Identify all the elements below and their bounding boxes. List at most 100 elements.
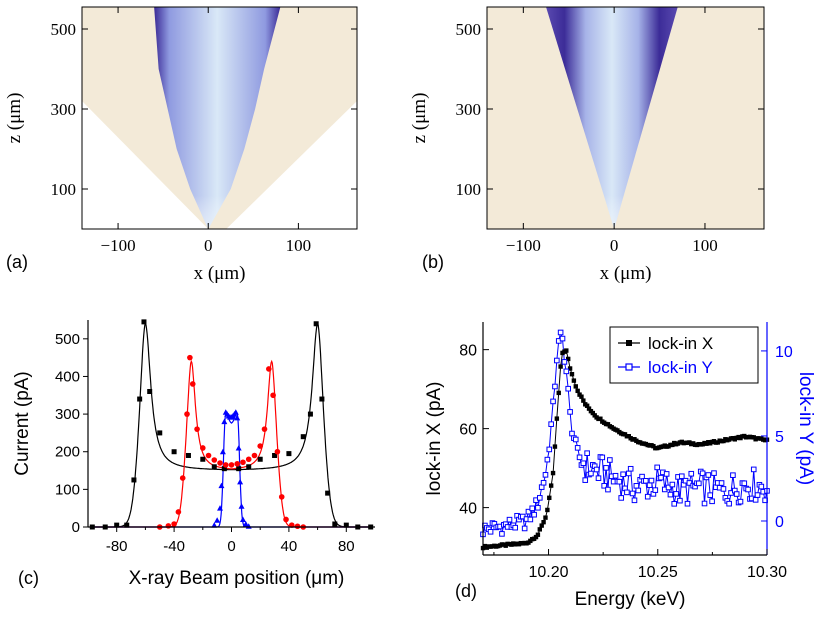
panel-d-point-lock-in-y xyxy=(750,466,757,473)
panel-c-point-narrow xyxy=(214,517,221,523)
panel-d-point-lock-in-x xyxy=(556,390,561,396)
panel-c-point-narrow xyxy=(239,516,246,522)
panel-c-point-medium xyxy=(251,452,258,459)
panel-a-xtick-label: −100 xyxy=(101,236,136,255)
panel-b-cone-fade xyxy=(546,7,678,229)
panel-d-point-lock-in-y xyxy=(537,495,543,501)
panel-a-xtick-label: 0 xyxy=(204,236,213,255)
panel-d-point-lock-in-y xyxy=(499,531,505,537)
panel-b-ytick-label: 100 xyxy=(456,180,482,199)
panel-d-point-lock-in-y xyxy=(552,383,558,390)
panel-c-point-narrow xyxy=(242,520,249,527)
panel-a-ticks xyxy=(82,7,357,229)
legend-marker-lock-in-y xyxy=(625,363,633,371)
panel-d-point-lock-in-y xyxy=(529,505,536,512)
panel-d-point-lock-in-x xyxy=(584,403,590,408)
panel-c-point-medium xyxy=(200,445,206,451)
panel-d-point-lock-in-y xyxy=(643,478,649,484)
panel-d-point-lock-in-y xyxy=(709,498,715,505)
panel-c-point-wide xyxy=(200,456,206,462)
panel-c-point-medium xyxy=(257,443,264,449)
panel-d-point-lock-in-x xyxy=(543,515,548,520)
panel-d-point-lock-in-x xyxy=(571,378,577,383)
panel-d-point-lock-in-y xyxy=(521,525,528,532)
panel-c-point-narrow xyxy=(219,448,226,455)
panel-d-point-lock-in-y xyxy=(758,483,765,490)
panel-d-data-points xyxy=(480,329,770,551)
panel-c-point-medium xyxy=(222,462,229,468)
panel-d-point-lock-in-y xyxy=(627,465,634,472)
panel-d-point-lock-in-y xyxy=(544,456,551,463)
panel-d-point-lock-in-y xyxy=(669,481,676,488)
panel-c-fit-wide xyxy=(90,322,372,528)
panel-c-point-narrow xyxy=(234,414,241,421)
panel-d-point-lock-in-y xyxy=(633,483,640,489)
panel-d-point-lock-in-y xyxy=(574,445,581,451)
panel-c: -80 -40 0 40 80 0 100 200 300 400 500 X-… xyxy=(12,319,375,589)
panel-c-point-wide xyxy=(131,477,137,483)
panel-d-point-lock-in-y xyxy=(625,470,632,477)
panel-c-point-medium xyxy=(187,354,193,361)
panel-d-point-lock-in-y xyxy=(733,491,740,497)
panel-d-point-lock-in-y xyxy=(644,493,651,500)
panel-b-xlabel: x (μm) xyxy=(600,263,652,284)
panel-d-point-lock-in-x xyxy=(537,527,542,532)
panel-d-xtick-label: 10.20 xyxy=(529,564,569,581)
panel-a-frame xyxy=(81,6,358,230)
panel-c-xtick-label: -80 xyxy=(106,538,128,555)
panel-b-xtick-label: 100 xyxy=(692,236,718,255)
panel-d-point-lock-in-y xyxy=(607,457,613,463)
panel-a-ylabel: z (μm) xyxy=(4,93,25,144)
panel-c-point-wide xyxy=(332,521,338,527)
panel-d-point-lock-in-x xyxy=(586,406,592,411)
panel-c-point-wide xyxy=(137,396,143,402)
panel-c-point-medium xyxy=(184,411,190,417)
panel-d-point-lock-in-y xyxy=(652,487,659,493)
legend-label-lock-in-x: lock-in X xyxy=(648,334,713,353)
panel-d-point-lock-in-y xyxy=(629,490,636,497)
panel-d-point-lock-in-x xyxy=(545,507,550,513)
panel-c-point-wide xyxy=(257,456,263,462)
panel-a-xlabel: x (μm) xyxy=(194,263,246,284)
panel-c-point-narrow xyxy=(217,505,224,511)
panel-d-ylabel: lock-in X (pA) xyxy=(424,381,445,495)
panel-d-point-lock-in-y xyxy=(624,489,630,496)
legend-marker-lock-in-x xyxy=(626,340,632,346)
panel-c-point-wide xyxy=(114,522,120,528)
panel-c-point-medium xyxy=(211,457,218,463)
panel-c-point-wide xyxy=(221,466,227,472)
panel-d-point-lock-in-y xyxy=(540,479,547,486)
panel-d-y2label: lock-in Y (pA) xyxy=(795,372,816,485)
panel-d-point-lock-in-y xyxy=(588,470,594,477)
panel-d-y2tick-label: 10 xyxy=(775,344,793,361)
panel-a-xtick-label: 100 xyxy=(286,236,312,255)
panel-d-point-lock-in-y xyxy=(559,335,566,342)
panel-c-point-medium xyxy=(171,521,177,527)
panel-d-point-lock-in-y xyxy=(554,357,560,364)
panel-c-point-medium xyxy=(274,448,281,455)
panel-d-point-lock-in-y xyxy=(667,491,674,498)
legend-label-lock-in-y: lock-in Y xyxy=(648,358,713,377)
panel-d-point-lock-in-y xyxy=(548,421,554,427)
panel-c-point-wide xyxy=(147,389,153,395)
panel-d-point-lock-in-y xyxy=(745,486,751,493)
panel-c-point-medium xyxy=(228,462,235,468)
panel-c-label: (c) xyxy=(18,568,39,588)
panel-c-point-wide xyxy=(286,451,292,457)
panel-c-point-medium xyxy=(205,452,212,459)
panel-d-point-lock-in-y xyxy=(595,475,602,481)
panel-c-ytick-label: 400 xyxy=(55,368,80,385)
panel-d-point-lock-in-y xyxy=(527,516,534,523)
panel-d-point-lock-in-y xyxy=(512,524,518,531)
panel-d-point-lock-in-y xyxy=(550,398,556,405)
panel-a-cone-fade xyxy=(154,7,281,229)
panel-d-point-lock-in-y xyxy=(582,477,589,483)
panel-d-point-lock-in-y xyxy=(718,480,725,486)
panel-c-data-points xyxy=(89,319,374,530)
panel-d-point-lock-in-x xyxy=(575,388,580,394)
panel-d-point-lock-in-y xyxy=(576,454,583,461)
panel-a-ytick-label: 300 xyxy=(51,100,77,119)
panel-d-point-lock-in-x xyxy=(533,534,539,540)
panel-c-point-wide xyxy=(343,522,349,528)
panel-d-point-lock-in-y xyxy=(665,484,672,491)
